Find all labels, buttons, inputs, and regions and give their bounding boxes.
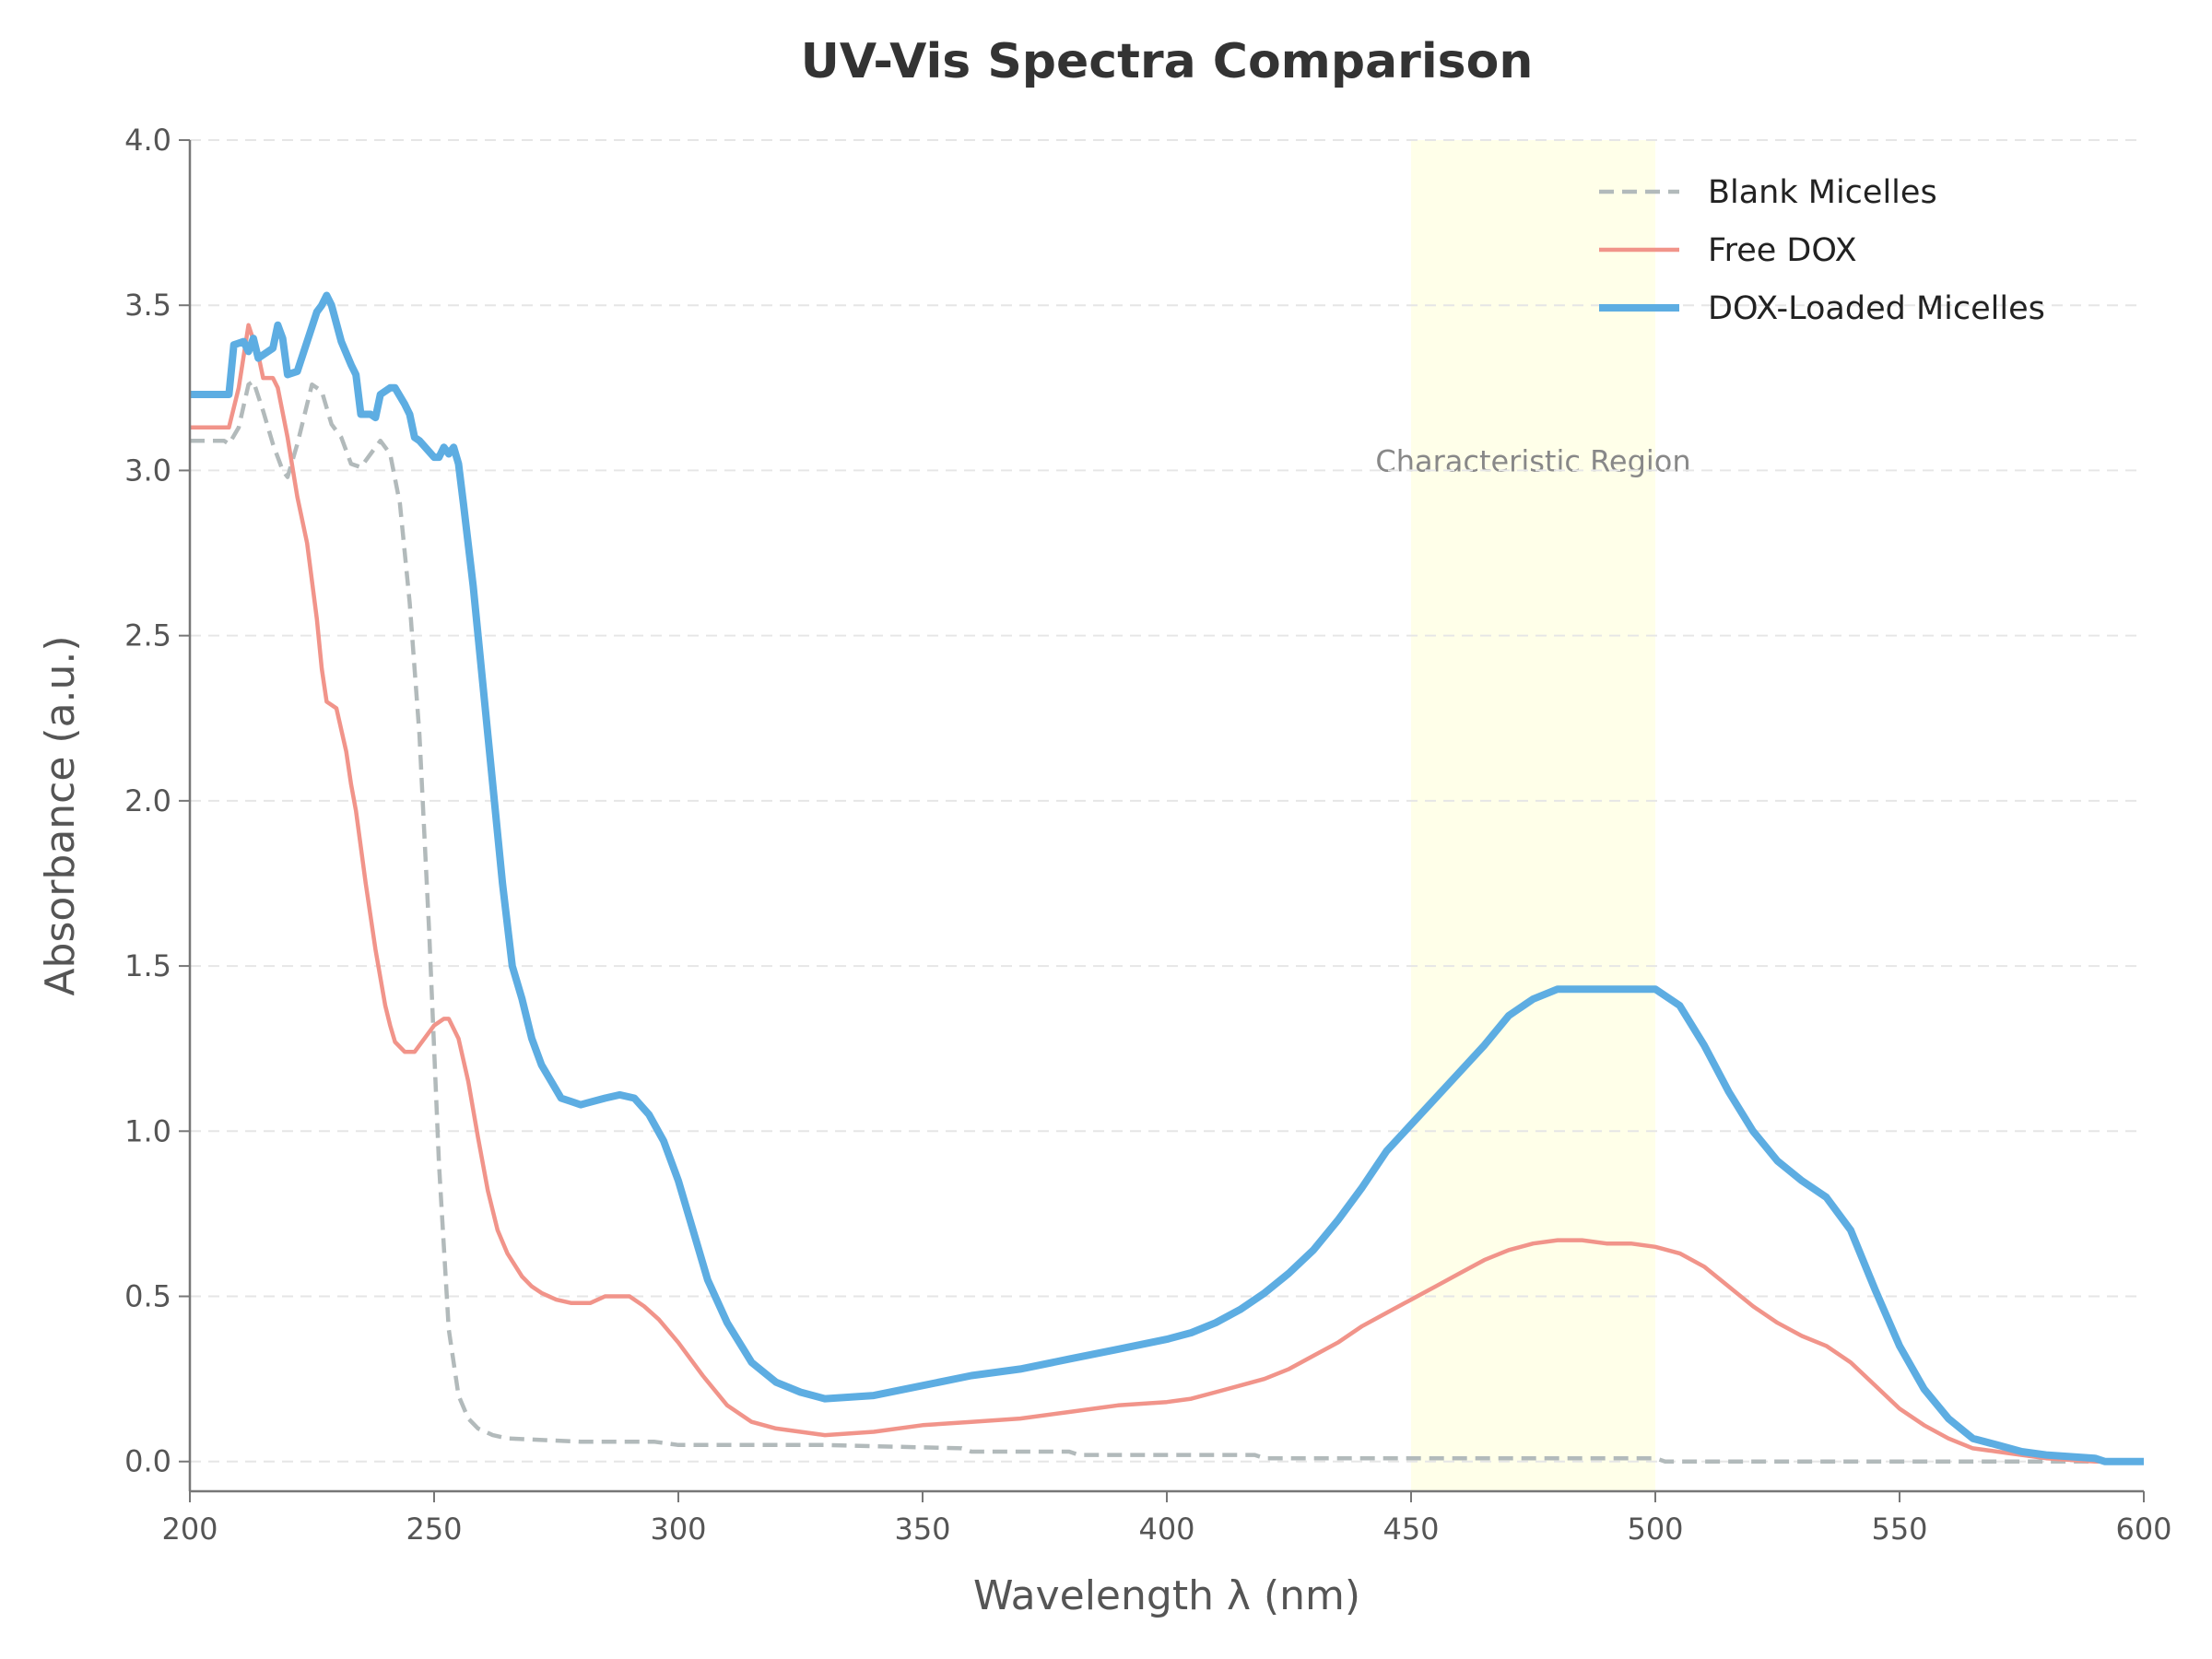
highlight-region-layer: Characteristic Region	[1375, 140, 1691, 1491]
series-layer	[190, 291, 2144, 1465]
y-tick-label: 4.0	[124, 123, 171, 158]
x-tick-label: 450	[1382, 1512, 1439, 1547]
y-tick-label: 0.0	[124, 1444, 171, 1479]
grid-layer	[190, 139, 2144, 1463]
x-tick-label: 400	[1138, 1512, 1194, 1547]
legend-label: DOX-Loaded Micelles	[1708, 290, 2045, 327]
y-axis-label: Absorbance (a.u.)	[37, 635, 84, 995]
x-tick-label: 500	[1627, 1512, 1683, 1547]
y-tick-label: 1.0	[124, 1113, 171, 1148]
characteristic-region-label: Characteristic Region	[1375, 444, 1690, 479]
y-tick-label: 2.0	[124, 783, 171, 818]
x-tick-label: 600	[2115, 1512, 2171, 1547]
legend: Blank Micelles Free DOX DOX-Loaded Micelle…	[1599, 174, 2045, 327]
x-tick-label: 250	[406, 1512, 462, 1547]
y-tick-label: 3.0	[124, 453, 171, 488]
x-tick-label: 550	[1871, 1512, 1927, 1547]
legend-label: Blank Micelles	[1708, 174, 1937, 211]
y-tick-label: 2.5	[124, 618, 171, 653]
x-tick-label: 350	[894, 1512, 950, 1547]
x-tick-label: 200	[161, 1512, 218, 1547]
axes-layer: 0.0 0.5 1.0 1.5 2.0 2.5 3.0 3.5 4.0 200 250 300 350 4…	[124, 123, 2171, 1547]
y-tick-label: 3.5	[124, 288, 171, 323]
y-tick-label: 0.5	[124, 1279, 171, 1314]
characteristic-region-band	[1411, 140, 1655, 1491]
x-axis-label: Wavelength λ (nm)	[973, 1572, 1360, 1619]
legend-label: Free DOX	[1708, 232, 1857, 269]
y-tick-label: 1.5	[124, 948, 171, 983]
x-tick-label: 300	[650, 1512, 706, 1547]
series-line-blank-micelles	[190, 379, 2144, 1464]
chart-title: UV-Vis Spectra Comparison	[801, 34, 1534, 89]
series-line-dox-loaded-micelles	[190, 291, 2144, 1465]
series-line-free-dox	[190, 323, 2144, 1464]
